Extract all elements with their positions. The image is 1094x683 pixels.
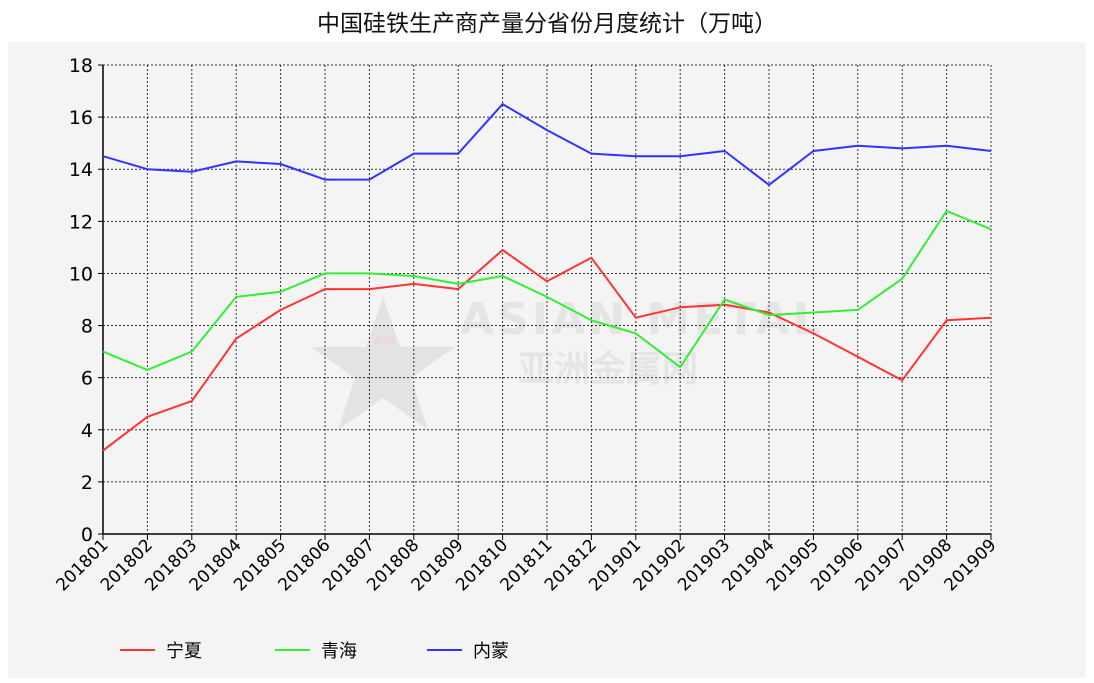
watermark-logo-text: AM xyxy=(374,334,395,348)
y-tick-label: 16 xyxy=(69,107,93,129)
y-tick-label: 2 xyxy=(81,472,93,494)
grid xyxy=(103,64,992,534)
series-line-2 xyxy=(102,209,992,371)
y-tick-label: 10 xyxy=(69,263,93,285)
line-chart: AM ASIAN METAL 亚洲金属网 0246810121416182018… xyxy=(52,55,1000,662)
legend-label-1: 宁夏 xyxy=(166,641,202,662)
series-line-3 xyxy=(102,103,992,186)
y-tick-label: 14 xyxy=(69,159,93,181)
y-tick-label: 4 xyxy=(81,420,93,442)
y-tick-label: 12 xyxy=(69,211,93,233)
plot-panel: AM ASIAN METAL 亚洲金属网 0 2 4 6 8 10 12 14 16 18 2018… xyxy=(8,42,1086,678)
watermark-logo: AM ASIAN METAL 亚洲金属网 xyxy=(311,294,821,430)
y-tick-label: 0 xyxy=(81,524,93,546)
legend: 宁夏 青海 内蒙 xyxy=(120,641,509,662)
y-tick-label: 18 xyxy=(69,55,93,77)
y-tick-label: 6 xyxy=(81,368,93,390)
chart-title: 中国硅铁生产商产量分省份月度统计（万吨） xyxy=(317,11,777,37)
y-tick-label: 8 xyxy=(81,316,93,338)
series-lines xyxy=(102,103,992,452)
legend-label-2: 青海 xyxy=(321,641,357,662)
legend-label-3: 内蒙 xyxy=(473,641,509,662)
series-line-1 xyxy=(102,249,992,452)
watermark-line2: 亚洲金属网 xyxy=(518,348,698,390)
